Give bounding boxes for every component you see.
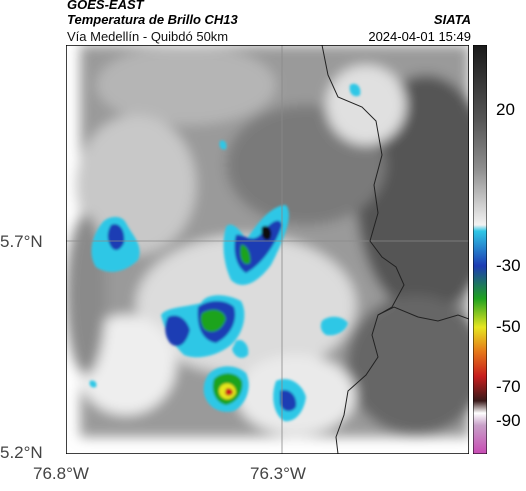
colorbar-tick-minus90: -90 [496, 411, 521, 430]
organization-label: SIATA [433, 12, 471, 27]
colorbar [473, 45, 487, 454]
lat-tick-5.2: 5.2°N [0, 443, 43, 462]
colorbar-tick-minus50: -50 [496, 317, 521, 336]
region-subtitle: Vía Medellín - Quibdó 50km [67, 29, 229, 44]
satellite-map [66, 45, 469, 454]
product-title: Temperatura de Brillo CH13 [67, 12, 238, 27]
colorbar-tick-minus70: -70 [496, 377, 521, 396]
lon-tick-76.3: 76.3°W [250, 464, 306, 483]
lon-tick-76.8: 76.8°W [33, 464, 89, 483]
timestamp: 2024-04-01 15:49 [368, 29, 471, 44]
colorbar-tick-minus30: -30 [496, 256, 521, 275]
satellite-label: GOES-EAST [67, 0, 144, 12]
convective-cells [89, 83, 361, 422]
admin-border [321, 45, 405, 454]
admin-border-east [377, 306, 469, 322]
lat-tick-5.7: 5.7°N [0, 232, 43, 251]
colorbar-tick-20: 20 [496, 100, 515, 119]
